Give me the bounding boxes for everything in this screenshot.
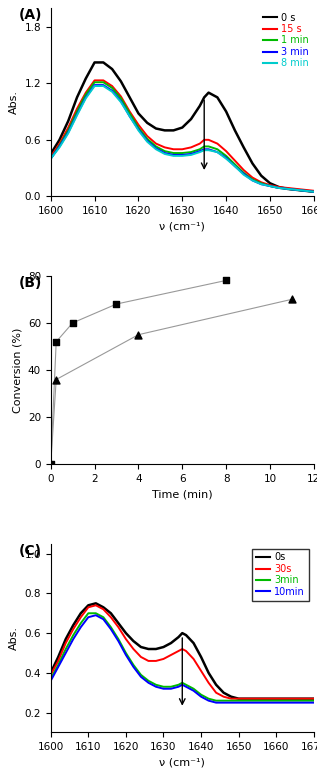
Point [136,328,141,341]
Y-axis label: Conversion (%): Conversion (%) [12,328,22,412]
Point [54,373,59,386]
Point [48,458,53,470]
Legend: 0s, 30s, 3min, 10min: 0s, 30s, 3min, 10min [252,549,309,601]
X-axis label: ν (cm⁻¹): ν (cm⁻¹) [159,222,205,232]
Point [289,293,294,305]
Point [223,274,229,287]
Text: (C): (C) [19,544,42,557]
Point [114,298,119,310]
Point [70,317,75,329]
Text: (B): (B) [19,276,42,290]
Legend: 0 s, 15 s, 1 min, 3 min, 8 min: 0 s, 15 s, 1 min, 3 min, 8 min [263,12,309,69]
Point [54,335,59,348]
Text: (A): (A) [19,8,43,22]
Point [48,458,53,470]
Y-axis label: Abs.: Abs. [9,90,19,114]
X-axis label: Time (min): Time (min) [152,490,213,500]
X-axis label: ν (cm⁻¹): ν (cm⁻¹) [159,758,205,768]
Y-axis label: Abs.: Abs. [9,626,19,650]
